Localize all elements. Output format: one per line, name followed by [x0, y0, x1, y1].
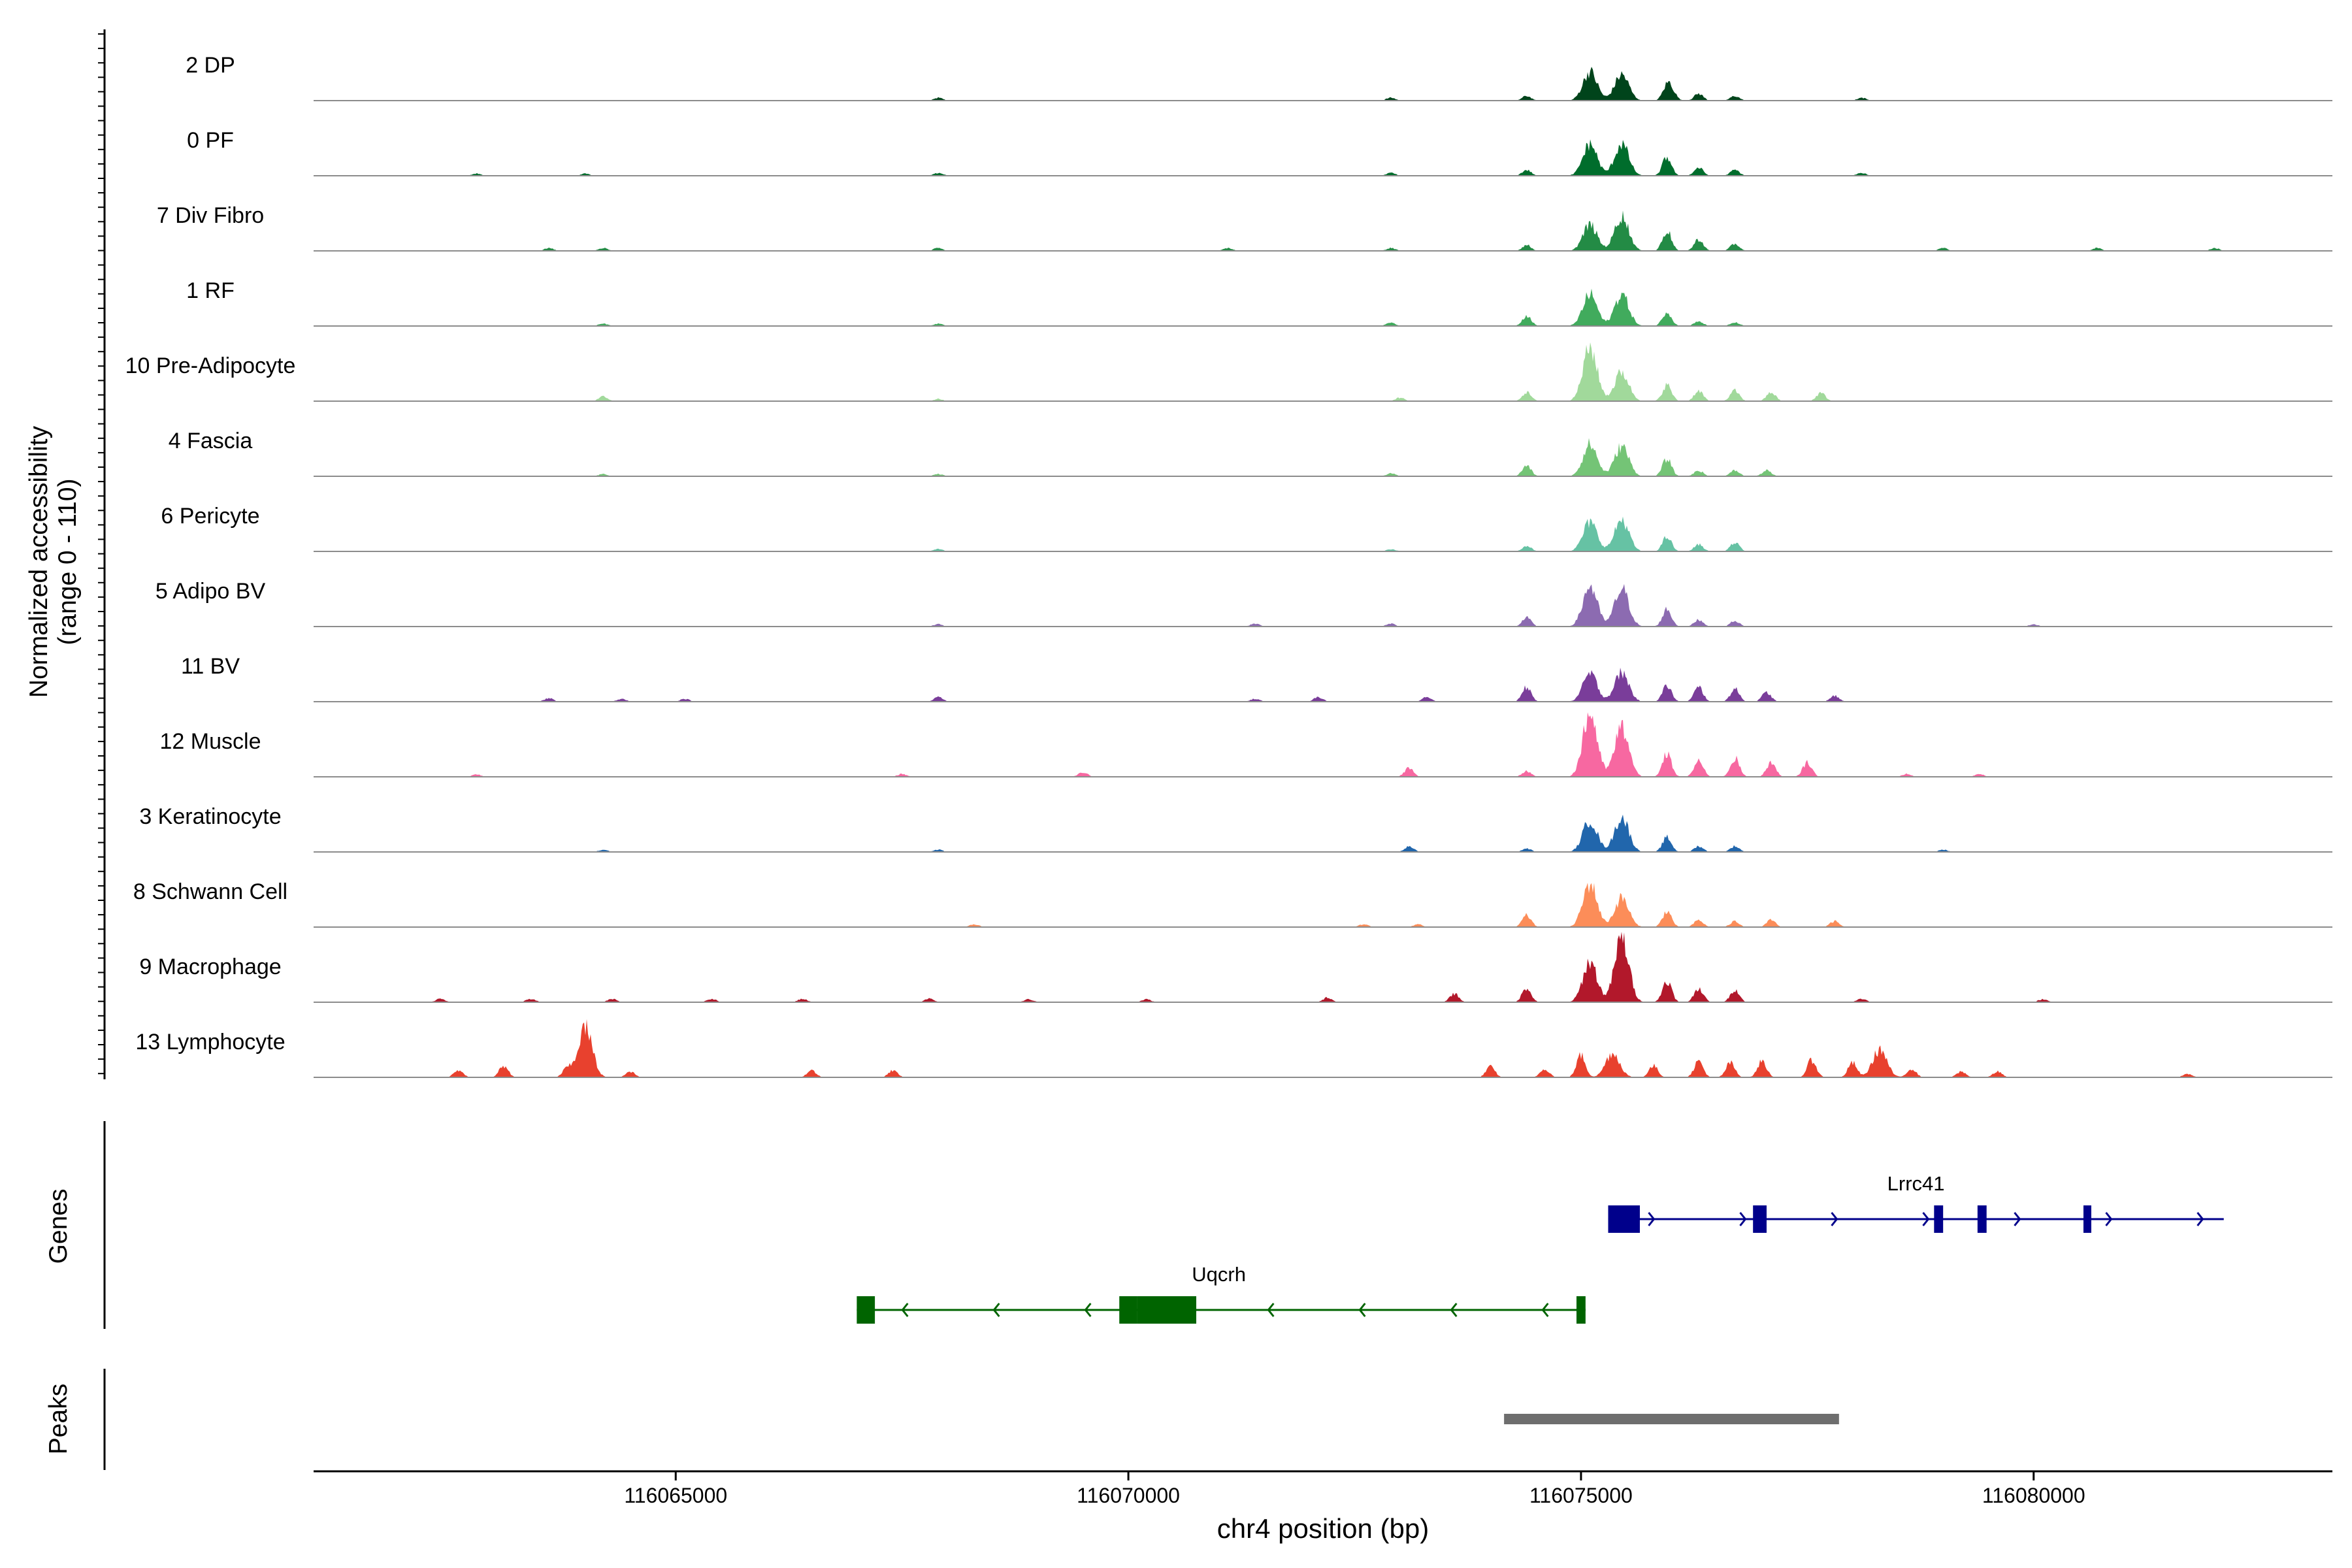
track-9-macrophage: 9 Macrophage — [139, 932, 2332, 1003]
strand-arrow-icon — [1831, 1212, 1838, 1226]
track-7-div-fibro: 7 Div Fibro — [157, 203, 2332, 252]
track-label: 1 RF — [186, 278, 235, 303]
coverage-area — [314, 139, 2332, 176]
track-0-pf: 0 PF — [187, 128, 2332, 176]
coverage-area — [314, 667, 2332, 702]
strand-arrow-icon — [1358, 1303, 1366, 1317]
coverage-area — [314, 210, 2332, 251]
track-label: 10 Pre-Adipocyte — [125, 353, 296, 378]
gene-exon — [1576, 1296, 1586, 1324]
x-tick-label: 116065000 — [624, 1484, 727, 1507]
strand-arrow-icon — [992, 1303, 1000, 1317]
x-tick-label: 116080000 — [1982, 1484, 2085, 1507]
strand-arrow-icon — [1084, 1303, 1092, 1317]
track-11-bv: 11 BV — [181, 654, 2332, 702]
gene-label: Uqcrh — [1192, 1263, 1246, 1286]
x-axis-label: chr4 position (bp) — [1217, 1513, 1429, 1544]
strand-arrow-icon — [1739, 1212, 1747, 1226]
strand-arrow-icon — [1922, 1212, 1930, 1226]
strand-arrow-icon — [1450, 1303, 1458, 1317]
gene-label: Lrrc41 — [1887, 1172, 1945, 1195]
x-tick-label: 116070000 — [1077, 1484, 1180, 1507]
strand-arrow-icon — [1541, 1303, 1549, 1317]
strand-arrow-icon — [2197, 1212, 2204, 1226]
track-6-pericyte: 6 Pericyte — [161, 504, 2332, 552]
coverage-area — [314, 342, 2332, 401]
gene-exon — [1608, 1205, 1640, 1233]
gene-exon — [2083, 1205, 2091, 1233]
coverage-area — [314, 288, 2332, 326]
x-axis-ticks: 116065000 116070000 116075000 116080000 — [624, 1471, 2085, 1507]
coverage-y-axis — [98, 29, 106, 1079]
track-label: 8 Schwann Cell — [133, 879, 287, 904]
track-12-muscle: 12 Muscle — [160, 712, 2332, 777]
genes-axis-label: Genes — [44, 1189, 73, 1264]
coverage-area — [314, 883, 2332, 927]
track-5-adipo-bv: 5 Adipo BV — [155, 579, 2332, 627]
gene-exon — [857, 1296, 875, 1324]
track-label: 6 Pericyte — [161, 504, 259, 529]
coverage-area — [314, 438, 2332, 476]
peaks-axis-label: Peaks — [44, 1384, 73, 1454]
coverage-area — [314, 1019, 2332, 1077]
coverage-area — [314, 516, 2332, 551]
gene-annotations: Lrrc41 Uqcrh — [857, 1172, 2224, 1324]
coverage-area — [314, 583, 2332, 627]
y-axis-label-line1: Normalized accessibility — [25, 425, 53, 698]
gene-exon — [1137, 1296, 1197, 1324]
track-2-dp: 2 DP — [186, 53, 2332, 101]
track-1-rf: 1 RF — [186, 278, 2332, 327]
track-label: 11 BV — [181, 654, 240, 679]
gene-exon — [1119, 1296, 1137, 1324]
gene-exon — [1934, 1205, 1944, 1233]
gene-exon — [1753, 1205, 1767, 1233]
track-label: 2 DP — [186, 53, 235, 78]
strand-arrow-icon — [1648, 1212, 1656, 1226]
coverage-area — [314, 712, 2332, 777]
gene-lrrc41: Lrrc41 — [1608, 1172, 2224, 1233]
track-label: 4 Fascia — [169, 429, 253, 453]
track-3-keratinocyte: 3 Keratinocyte — [139, 804, 2332, 853]
track-label: 13 Lymphocyte — [135, 1030, 285, 1054]
track-10-pre-adipocyte: 10 Pre-Adipocyte — [125, 342, 2332, 402]
gene-uqcrh: Uqcrh — [857, 1263, 1586, 1324]
track-label: 7 Div Fibro — [157, 203, 264, 228]
track-label: 3 Keratinocyte — [139, 804, 281, 829]
track-13-lymphocyte: 13 Lymphocyte — [135, 1019, 2332, 1078]
track-label: 9 Macrophage — [139, 955, 281, 979]
track-4-fascia: 4 Fascia — [169, 429, 2332, 477]
coverage-area — [314, 67, 2332, 101]
track-label: 0 PF — [187, 128, 234, 153]
coverage-area — [314, 814, 2332, 852]
coverage-tracks: 2 DP 0 PF 7 Div Fibro 1 RF 10 Pre-Adipocyte 4… — [125, 53, 2332, 1078]
strand-arrow-icon — [901, 1303, 909, 1317]
x-tick-label: 116075000 — [1529, 1484, 1633, 1507]
track-8-schwann-cell: 8 Schwann Cell — [133, 879, 2332, 928]
strand-arrow-icon — [2105, 1212, 2113, 1226]
strand-arrow-icon — [1267, 1303, 1275, 1317]
coverage-area — [314, 932, 2332, 1002]
track-label: 12 Muscle — [160, 729, 261, 754]
peak-bar — [1504, 1414, 1839, 1424]
peak-regions — [1504, 1414, 1839, 1424]
strand-arrow-icon — [2014, 1212, 2021, 1226]
y-axis-label-line2: (range 0 - 110) — [54, 478, 82, 645]
gene-exon — [1977, 1205, 1987, 1233]
track-label: 5 Adipo BV — [155, 579, 266, 604]
